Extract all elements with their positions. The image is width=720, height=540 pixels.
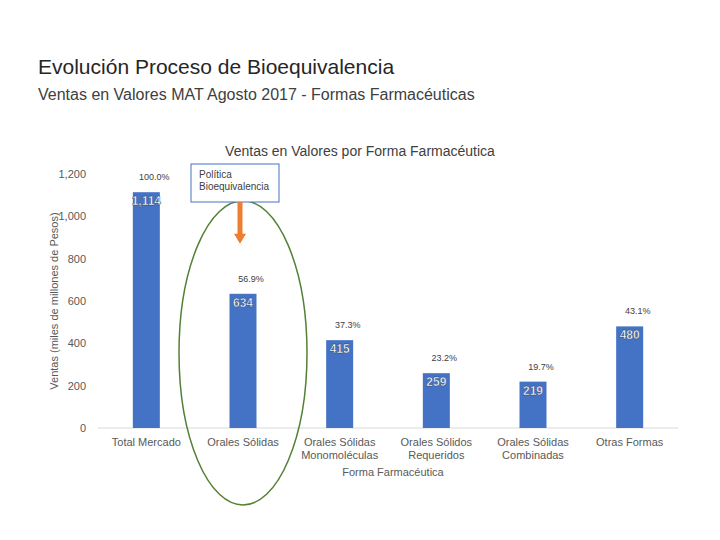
- share-label: 19.7%: [528, 362, 554, 372]
- bar: [520, 382, 547, 428]
- bar: [230, 294, 257, 428]
- x-tick-label: Orales SólidasMonomoléculas: [301, 436, 379, 461]
- x-tick-line: Orales Sólidas: [207, 436, 279, 448]
- bar: [616, 326, 643, 428]
- y-tick-label: 1,200: [58, 168, 86, 180]
- y-tick-label: 200: [68, 380, 86, 392]
- chart-svg: Evolución Proceso de Bioequivalencia Vent…: [0, 0, 720, 540]
- share-label: 23.2%: [432, 353, 458, 363]
- page-subtitle: Ventas en Valores MAT Agosto 2017 - Form…: [38, 86, 475, 103]
- y-tick-label: 600: [68, 295, 86, 307]
- annotation-text: PolíticaBioequivalencia: [199, 169, 269, 192]
- x-tick-label: Total Mercado: [112, 436, 181, 448]
- x-tick-line: Requeridos: [408, 449, 465, 461]
- bar: [423, 373, 450, 428]
- share-label: 100.0%: [139, 172, 170, 182]
- annotation-line: Bioequivalencia: [199, 181, 269, 192]
- value-label: 634: [233, 296, 253, 310]
- x-tick-line: Orales Sólidas: [304, 436, 376, 448]
- x-tick-line: Orales Sólidas: [497, 436, 569, 448]
- share-label: 43.1%: [625, 306, 651, 316]
- annotation-arrow-shaft: [238, 202, 243, 236]
- x-axis-line: [98, 428, 678, 429]
- annotation-arrow-head: [234, 234, 246, 244]
- annotation-box: [191, 164, 279, 202]
- page-title: Evolución Proceso de Bioequivalencia: [38, 55, 394, 78]
- y-tick-label: 0: [80, 422, 86, 434]
- x-tick-line: Monomoléculas: [301, 449, 379, 461]
- page: {"header": {"title": "Evolución Proceso …: [0, 0, 720, 540]
- value-label: 1,114: [132, 194, 162, 208]
- x-axis-label: Forma Farmacéutica: [342, 466, 444, 478]
- x-tick-label: Otras Formas: [596, 436, 664, 448]
- x-tick-line: Orales Sólidos: [401, 436, 473, 448]
- value-label: 480: [620, 328, 640, 342]
- x-tick-label: Orales Sólidas: [207, 436, 279, 448]
- bars: [133, 192, 643, 428]
- share-label: 56.9%: [238, 274, 264, 284]
- x-tick-label: Orales SólidosRequeridos: [401, 436, 473, 461]
- y-axis-label: Ventas (miles de millones de Pesos): [48, 212, 60, 389]
- highlight-ellipse: [179, 201, 307, 505]
- x-tick-label: Orales SólidasCombinadas: [497, 436, 569, 461]
- x-tick-line: Otras Formas: [596, 436, 664, 448]
- value-label: 259: [426, 375, 446, 389]
- annotations: [179, 201, 307, 505]
- annotation-line: Política: [199, 169, 232, 180]
- y-tick-label: 400: [68, 337, 86, 349]
- chart-title: Ventas en Valores por Forma Farmacéutica: [225, 143, 495, 159]
- value-label: 219: [523, 384, 543, 398]
- x-tick-line: Combinadas: [502, 449, 564, 461]
- bar: [133, 192, 160, 428]
- bar: [326, 340, 353, 428]
- y-tick-label: 800: [68, 253, 86, 265]
- x-tick-line: Total Mercado: [112, 436, 181, 448]
- share-label: 37.3%: [335, 320, 361, 330]
- value-label: 415: [330, 342, 350, 356]
- y-tick-label: 1,000: [58, 210, 86, 222]
